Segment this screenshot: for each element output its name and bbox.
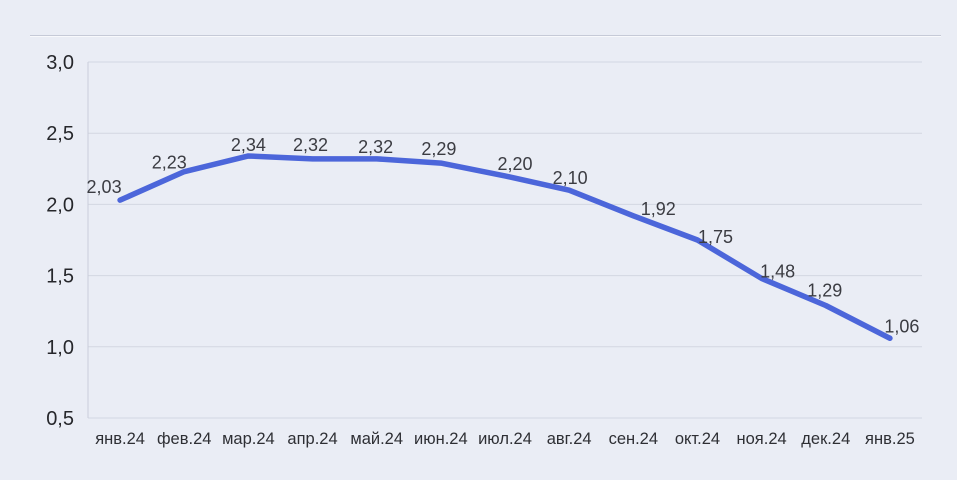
x-tick-label: авг.24 — [547, 430, 592, 448]
x-tick-label: янв.25 — [865, 430, 915, 448]
y-tick-label: 1,0 — [46, 337, 74, 359]
point-label: 2,03 — [87, 177, 122, 197]
x-tick-label: окт.24 — [675, 430, 720, 448]
y-tick-label: 2,0 — [46, 194, 74, 216]
x-tick-label: май.24 — [350, 430, 403, 448]
point-label: 1,06 — [884, 316, 919, 336]
x-tick-label: мар.24 — [222, 430, 275, 448]
point-label: 2,10 — [553, 168, 588, 188]
point-label: 1,48 — [760, 261, 795, 281]
point-label: 2,32 — [293, 135, 328, 155]
point-label: 1,92 — [641, 199, 676, 219]
point-label: 2,29 — [421, 139, 456, 159]
y-tick-label: 0,5 — [46, 408, 74, 430]
point-label: 2,20 — [497, 154, 532, 174]
y-tick-label: 2,5 — [46, 123, 74, 145]
x-tick-label: июл.24 — [478, 430, 532, 448]
point-label: 2,23 — [152, 153, 187, 173]
y-tick-label: 3,0 — [46, 52, 74, 74]
x-tick-label: июн.24 — [414, 430, 468, 448]
x-tick-label: ноя.24 — [737, 430, 787, 448]
data-line — [117, 153, 893, 342]
x-tick-label: дек.24 — [801, 430, 850, 448]
x-tick-label: апр.24 — [287, 430, 337, 448]
top-divider — [30, 35, 941, 36]
point-label: 2,32 — [358, 137, 393, 157]
x-tick-label: янв.24 — [95, 430, 145, 448]
point-label: 2,34 — [231, 135, 266, 155]
point-label: 1,29 — [807, 281, 842, 301]
y-tick-label: 1,5 — [46, 266, 74, 288]
x-tick-label: сен.24 — [609, 430, 658, 448]
x-tick-label: фев.24 — [157, 430, 211, 448]
point-label: 1,75 — [698, 227, 733, 247]
